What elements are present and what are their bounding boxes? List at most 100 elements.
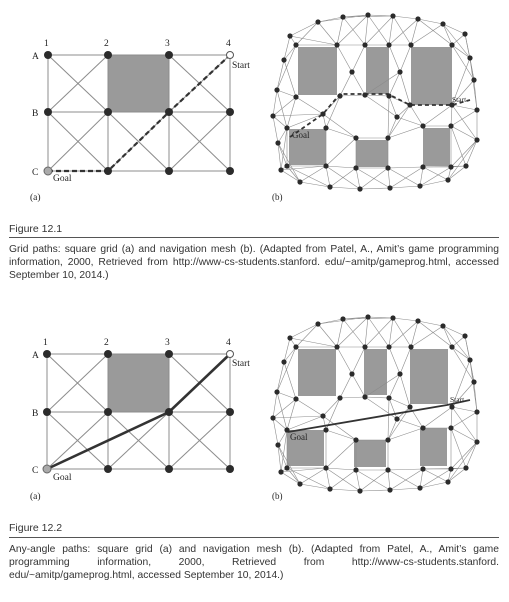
mesh-node [365, 314, 371, 320]
mesh-node [394, 416, 400, 422]
mesh-node [334, 344, 340, 350]
mesh-goal-label: Goal [290, 432, 308, 442]
row-label-c: C [32, 168, 38, 178]
mesh-node [362, 42, 368, 48]
mesh-node [297, 481, 303, 487]
goal-label: Goal [53, 174, 72, 184]
mesh-node [274, 389, 280, 395]
mesh-node [323, 465, 329, 471]
goal-node [42, 464, 52, 474]
mesh-node [440, 323, 446, 329]
grid-panel-a-2: 1 2 3 4 A B C Start Goal (a) [30, 338, 250, 502]
mesh-node [275, 442, 281, 448]
mesh-node [385, 165, 391, 171]
mesh-node [449, 102, 455, 108]
mesh-node [448, 466, 454, 472]
mesh-node [467, 357, 473, 363]
mesh-node [448, 123, 454, 129]
mesh-node [390, 13, 396, 19]
mesh-node [394, 114, 400, 120]
mesh-node [287, 33, 293, 39]
mesh-node [323, 163, 329, 169]
mesh-node [293, 344, 299, 350]
mesh-goal-label: Goal [292, 130, 310, 140]
mesh-node [407, 102, 413, 108]
mesh-node [449, 42, 455, 48]
col-label-3: 3 [165, 338, 170, 348]
mesh-node [420, 164, 426, 170]
mesh-node [270, 113, 276, 119]
mesh-node [467, 55, 473, 61]
mesh-node [415, 16, 421, 22]
mesh-node [449, 344, 455, 350]
mesh-node [327, 184, 333, 190]
mesh-node [408, 344, 414, 350]
mesh-node [293, 94, 299, 100]
mesh-node [386, 344, 392, 350]
mesh-node [315, 19, 321, 25]
mesh-node [274, 87, 280, 93]
figure-12-1-caption: Grid paths: square grid (a) and navigati… [9, 244, 499, 281]
mesh-node [415, 318, 421, 324]
mesh-node [390, 315, 396, 321]
figure-12-2-title: Figure 12.2 [9, 522, 63, 534]
figure-12-1-rule [9, 237, 499, 238]
mesh-node [463, 163, 469, 169]
mesh-node [362, 344, 368, 350]
mesh-node [417, 485, 423, 491]
mesh-node [353, 165, 359, 171]
grid-panel-a: 1 2 3 4 A B C Start Goal (a) [30, 39, 250, 203]
mesh-node [337, 395, 343, 401]
mesh-node [284, 465, 290, 471]
goal-node [43, 166, 53, 176]
start-node [226, 51, 234, 59]
mesh-node [449, 404, 455, 410]
col-label-3: 3 [165, 39, 170, 49]
mesh-node [407, 404, 413, 410]
mesh-node [408, 42, 414, 48]
mesh-obstacles [287, 349, 448, 467]
mesh-node [445, 177, 451, 183]
mesh-node [278, 469, 284, 475]
mesh-node [420, 425, 426, 431]
grid-nodes [44, 51, 234, 175]
grid-nodes [43, 350, 234, 473]
mesh-node [353, 437, 359, 443]
mesh-node [284, 125, 290, 131]
mesh-node [270, 415, 276, 421]
row-label-a: A [32, 351, 39, 361]
mesh-node [357, 186, 363, 192]
row-label-a: A [32, 52, 39, 62]
start-node [226, 350, 234, 358]
goal-label: Goal [53, 473, 72, 483]
col-label-2: 2 [104, 338, 109, 348]
row-label-b: B [32, 409, 38, 419]
row-label-c: C [32, 466, 38, 476]
mesh-node [385, 135, 391, 141]
start-label: Start [232, 61, 250, 71]
mesh-node [474, 107, 480, 113]
mesh-node [337, 93, 343, 99]
mesh-node [281, 359, 287, 365]
panel-label-b: (b) [272, 192, 283, 202]
mesh-node [293, 396, 299, 402]
mesh-start-label: Start [452, 95, 467, 104]
mesh-node [385, 467, 391, 473]
mesh-node [386, 395, 392, 401]
mesh-node [386, 42, 392, 48]
mesh-node [323, 427, 329, 433]
mesh-node [349, 69, 355, 75]
col-label-1: 1 [44, 39, 49, 49]
mesh-edges [272, 316, 478, 492]
mesh-node [334, 42, 340, 48]
row-label-b: B [32, 109, 38, 119]
mesh-node [440, 21, 446, 27]
mesh-node [445, 479, 451, 485]
mesh-node [417, 183, 423, 189]
mesh-node [474, 439, 480, 445]
figure-12-1: 1 2 3 4 A B C Start Goal (a) Start Goal … [30, 12, 480, 203]
mesh-node [284, 427, 290, 433]
figure-12-1-title: Figure 12.1 [9, 223, 63, 235]
mesh-node [386, 93, 392, 99]
mesh-node [320, 111, 326, 117]
